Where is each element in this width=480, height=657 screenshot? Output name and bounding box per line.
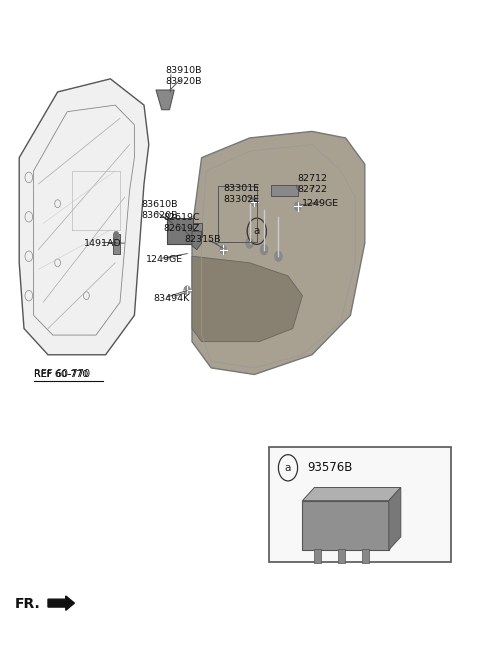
Circle shape [246,238,253,248]
Text: 1249GE: 1249GE [302,199,339,208]
Circle shape [220,245,227,254]
Circle shape [251,197,258,206]
Polygon shape [156,90,174,110]
Circle shape [184,286,191,295]
Text: 82315B: 82315B [185,235,221,244]
Text: 83910B
83920B: 83910B 83920B [166,66,202,85]
Text: REF 60-770: REF 60-770 [34,369,90,380]
Bar [362,549,369,563]
Bar [314,549,321,563]
Bar [269,447,451,562]
Text: 82712
82722: 82712 82722 [298,174,327,194]
Bar [193,223,202,237]
Polygon shape [19,79,149,355]
Text: 82619C
82619Z: 82619C 82619Z [163,214,200,233]
Circle shape [275,251,282,261]
Text: 83301E
83302E: 83301E 83302E [223,184,259,204]
Polygon shape [192,131,365,374]
Text: 1491AD: 1491AD [84,238,122,248]
Text: a: a [253,226,260,237]
Bar [338,549,345,563]
FancyArrow shape [48,596,74,610]
Text: 93576B: 93576B [307,461,353,474]
Text: a: a [285,463,291,473]
Bar [167,218,193,244]
Text: FR.: FR. [14,597,40,612]
Polygon shape [192,256,302,342]
Polygon shape [192,231,202,250]
Text: 1249GE: 1249GE [146,255,183,264]
Polygon shape [302,487,401,501]
Circle shape [260,244,268,255]
Polygon shape [389,487,401,550]
Text: 83610B
83620B: 83610B 83620B [142,200,178,220]
Text: REF 60-770: REF 60-770 [34,370,88,379]
Bar [271,185,298,196]
Bar [302,501,389,550]
Text: 83494K: 83494K [154,294,190,304]
Circle shape [294,202,301,211]
Circle shape [113,231,119,239]
Bar [113,234,120,254]
